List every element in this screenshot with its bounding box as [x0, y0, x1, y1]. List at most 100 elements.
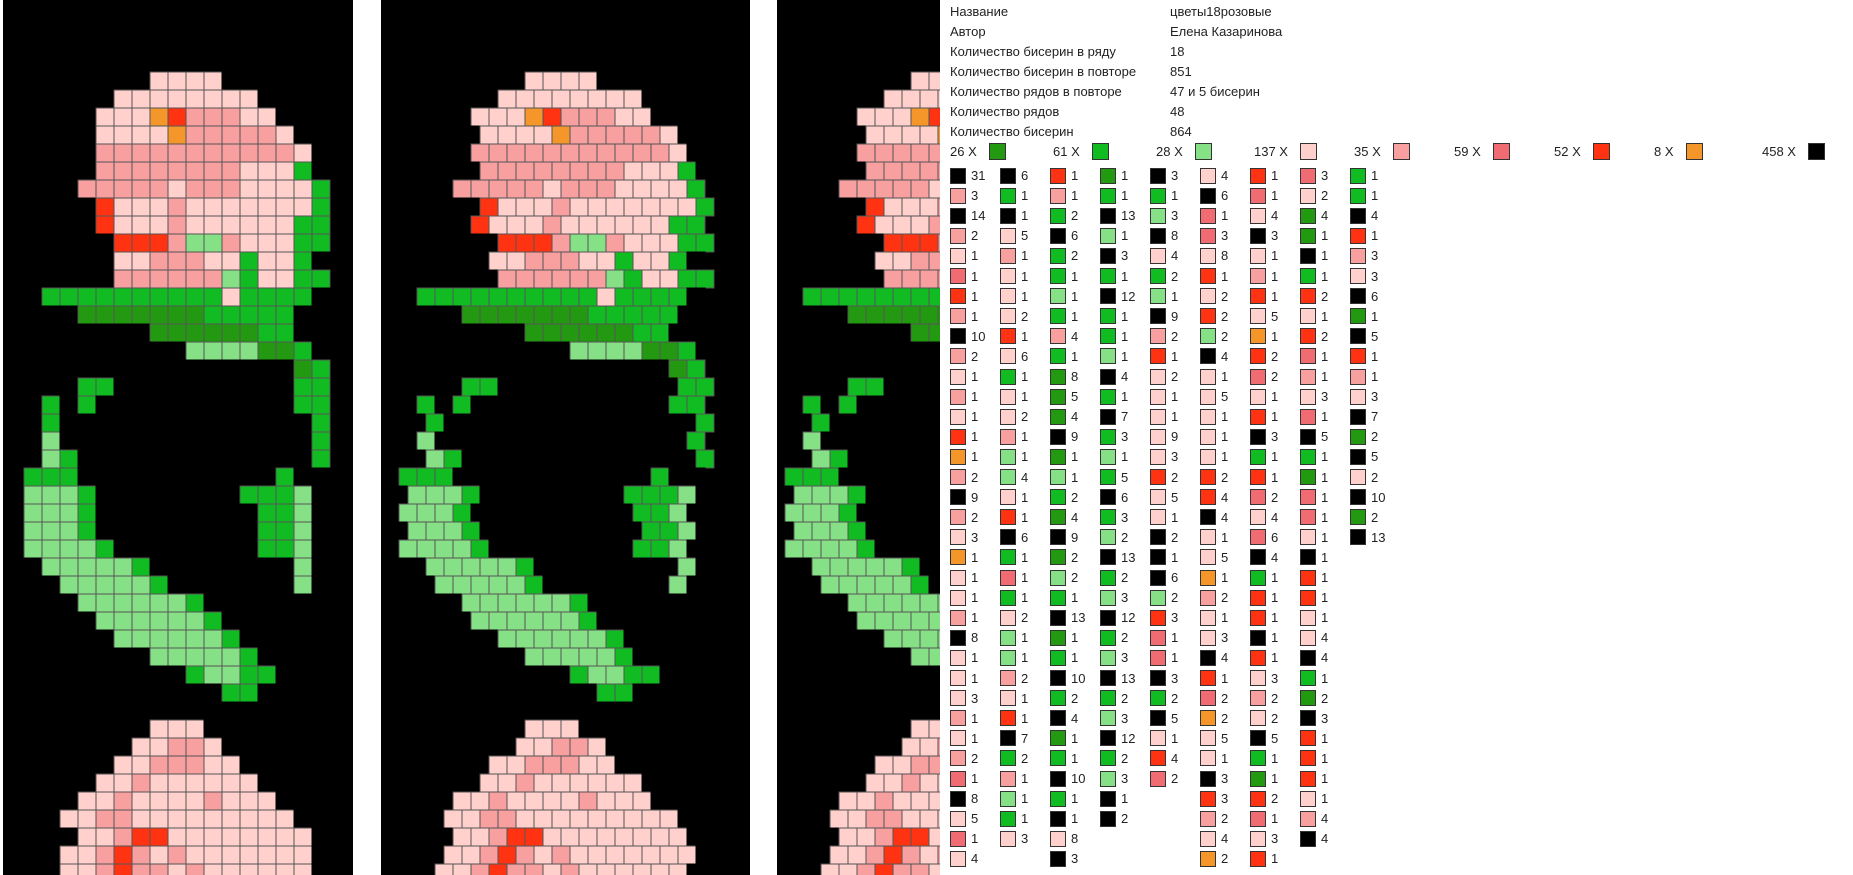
bead-color-swatch: [1100, 529, 1116, 546]
bead-color-swatch: [1200, 308, 1216, 325]
bead-cell: [167, 773, 187, 793]
bead-cell: [59, 647, 79, 667]
bead-cell: [542, 539, 562, 559]
bead-cell: [668, 71, 688, 91]
bead-cell: [874, 395, 894, 415]
palette-swatch: [1492, 142, 1510, 160]
bead-cell: [668, 467, 688, 487]
bead-cell: [497, 125, 517, 145]
bead-sequence-item: 2: [1100, 628, 1128, 647]
bead-cell: [777, 53, 795, 73]
bead-color-swatch: [1150, 589, 1166, 606]
bead-color-swatch: [950, 549, 966, 566]
bead-cell: [149, 809, 169, 829]
bead-cell: [668, 755, 688, 775]
bead-cell: [389, 305, 409, 325]
bead-cell: [407, 809, 427, 829]
bead-cell: [569, 125, 589, 145]
bead-cell: [811, 125, 831, 145]
bead-color-swatch: [1000, 489, 1016, 506]
bead-sequence-item: 1: [1250, 849, 1278, 868]
bead-count: 6: [1371, 288, 1379, 304]
bead-cell: [587, 125, 607, 145]
bead-cell: [77, 0, 97, 19]
bead-cell: [497, 593, 517, 613]
bead-cell: [41, 161, 61, 181]
bead-cell: [632, 251, 652, 271]
bead-count: 1: [1271, 409, 1279, 425]
bead-cell: [524, 251, 544, 271]
bead-cell: [533, 629, 553, 649]
bead-count: 2: [1221, 308, 1229, 324]
bead-cell: [77, 755, 97, 775]
bead-cell: [488, 287, 508, 307]
bead-cell: [311, 251, 331, 271]
bead-cell: [533, 737, 553, 757]
bead-cell: [452, 287, 472, 307]
bead-cell: [641, 701, 661, 721]
bead-cell: [167, 53, 187, 73]
bead-count: 5: [1371, 449, 1379, 465]
bead-cell: [461, 305, 481, 325]
bead-cell: [838, 539, 858, 559]
bead-count: 1: [1321, 489, 1329, 505]
bead-cell: [623, 269, 643, 289]
bead-count: 5: [1121, 469, 1129, 485]
bead-cell: [686, 431, 706, 451]
bead-cell: [23, 107, 43, 127]
bead-cell: [883, 125, 903, 145]
bead-cell: [614, 0, 634, 19]
bead-sequence-item: 1: [1000, 186, 1028, 205]
bead-cell: [614, 467, 634, 487]
bead-cell: [461, 233, 481, 253]
bead-count: 3: [1321, 389, 1329, 405]
bead-count: 1: [1171, 288, 1179, 304]
bead-cell: [5, 539, 25, 559]
bead-cell: [883, 629, 903, 649]
bead-cell: [275, 575, 295, 595]
bead-cell: [542, 359, 562, 379]
bead-sequence-item: 14: [950, 206, 985, 225]
bead-count: 1: [1371, 228, 1379, 244]
bead-cell: [311, 269, 331, 289]
bead-cell: [398, 359, 418, 379]
bead-cell: [461, 269, 481, 289]
bead-cell: [856, 755, 876, 775]
bead-sequence-item: 3: [1250, 427, 1278, 446]
bead-cell: [533, 17, 553, 37]
bead-cell: [311, 395, 331, 415]
bead-cell: [578, 179, 598, 199]
bead-cell: [59, 809, 79, 829]
bead-cell: [77, 269, 97, 289]
bead-cell: [185, 629, 205, 649]
bead-sequence-item: 1: [1150, 407, 1178, 426]
bead-cell: [515, 629, 535, 649]
bead-cell: [802, 719, 822, 739]
bead-cell: [381, 827, 400, 847]
bead-cell: [293, 773, 313, 793]
bead-cell: [829, 125, 849, 145]
bead-cell: [515, 557, 535, 577]
bead-cell: [221, 341, 241, 361]
bead-cell: [641, 305, 661, 325]
bead-cell: [883, 17, 903, 37]
bead-count: 1: [1021, 811, 1029, 827]
bead-cell: [488, 611, 508, 631]
bead-cell: [95, 737, 115, 757]
bead-color-swatch: [1300, 448, 1316, 465]
bead-cell: [533, 305, 553, 325]
bead-count: 5: [1221, 389, 1229, 405]
bead-count: 1: [1271, 168, 1279, 183]
bead-count: 2: [1321, 188, 1329, 204]
bead-cell: [470, 143, 490, 163]
bead-cell: [95, 251, 115, 271]
bead-color-swatch: [950, 710, 966, 727]
bead-cell: [23, 431, 43, 451]
bead-cell: [937, 341, 940, 361]
bead-cell: [820, 431, 840, 451]
bead-cell: [221, 449, 241, 469]
bead-sequence-item: 1: [950, 729, 978, 748]
bead-sequence-item: 3: [1350, 267, 1378, 286]
bead-count: 1: [971, 610, 979, 626]
bead-cell: [560, 143, 580, 163]
